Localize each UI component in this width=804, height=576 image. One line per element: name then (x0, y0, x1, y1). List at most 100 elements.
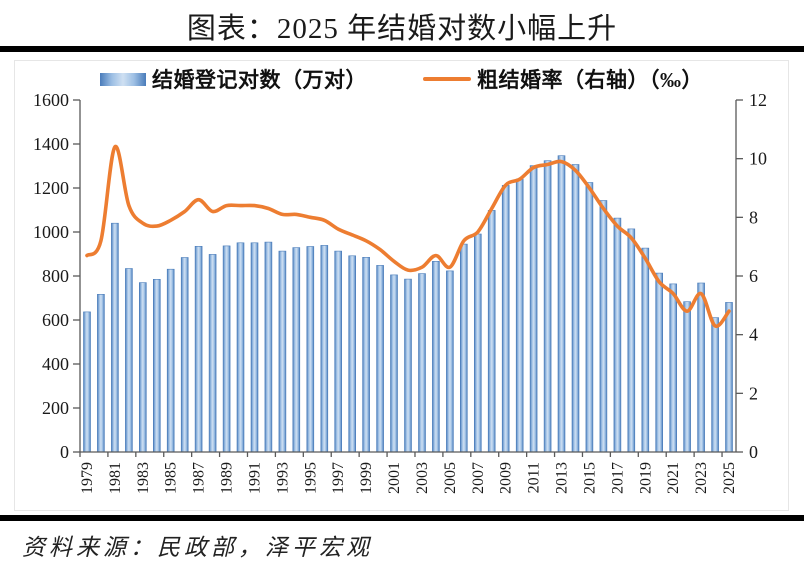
bar-series-swatch (100, 72, 146, 86)
x-tick-1981: 1981 (107, 462, 124, 494)
bar-1993 (278, 250, 287, 453)
bar-2016 (599, 200, 608, 453)
svg-text:0: 0 (749, 442, 758, 462)
svg-text:4: 4 (749, 325, 758, 345)
x-tick-2009: 2009 (498, 462, 515, 494)
bar-series (83, 155, 733, 453)
bar-2005 (446, 270, 454, 453)
x-tick-2013: 2013 (554, 462, 571, 494)
line-series-swatch (423, 77, 471, 81)
bar-2007 (473, 233, 482, 453)
bar-1994 (292, 247, 301, 453)
bar-1997 (334, 250, 343, 453)
svg-text:400: 400 (42, 354, 69, 374)
rate-line (85, 145, 731, 328)
bar-1985 (166, 268, 175, 453)
bar-2001 (390, 274, 398, 453)
bar-1999 (362, 257, 370, 453)
x-tick-2005: 2005 (442, 462, 459, 494)
x-tick-1985: 1985 (163, 462, 180, 494)
svg-text:800: 800 (42, 266, 69, 286)
bar-2014 (571, 164, 580, 453)
bar-1991 (250, 242, 259, 453)
bar-2000 (376, 265, 384, 453)
bar-2002 (404, 278, 412, 453)
x-tick-2003: 2003 (414, 462, 431, 494)
bar-1980 (97, 294, 105, 453)
svg-text:2: 2 (749, 383, 758, 403)
legend-item-line: 粗结婚率（右轴）（‰） (423, 64, 703, 94)
x-tick-1993: 1993 (274, 462, 291, 494)
chart-block: 结婚登记对数（万对） 粗结婚率（右轴）（‰） 0 200 400 600 800 1000… (14, 60, 789, 511)
bar-1983 (139, 282, 147, 453)
bar-1988 (208, 254, 217, 453)
x-tick-1983: 1983 (135, 462, 152, 494)
svg-text:6: 6 (749, 266, 758, 286)
bar-2011 (529, 165, 538, 453)
bar-1987 (194, 246, 203, 453)
bar-series-label: 结婚登记对数（万对） (152, 68, 367, 92)
bar-2009 (501, 185, 510, 453)
bar-1992 (264, 241, 273, 453)
bar-2023 (697, 282, 705, 453)
bar-1986 (180, 257, 189, 453)
bar-2024 (711, 317, 719, 453)
x-tick-2017: 2017 (609, 462, 626, 494)
bar-1995 (306, 246, 315, 453)
bar-2017 (613, 217, 622, 453)
bar-2010 (515, 178, 524, 453)
bar-1984 (153, 279, 161, 453)
svg-text:1000: 1000 (33, 222, 69, 242)
bottom-divider (0, 515, 804, 521)
line-series-label: 粗结婚率（右轴）（‰） (477, 68, 703, 92)
axis-labels: 0 200 400 600 800 1000 1200 1400 1600 0 2 4 6 8 10 12 19… (33, 90, 767, 494)
x-tick-1991: 1991 (247, 462, 264, 494)
bar-2021 (669, 283, 678, 453)
marriage-chart-plot: 0 200 400 600 800 1000 1200 1400 1600 0 2 4 6 8 10 12 19… (33, 90, 767, 494)
bar-1990 (236, 242, 245, 453)
bar-2022 (683, 301, 691, 453)
svg-text:10: 10 (749, 149, 767, 169)
axes (73, 99, 743, 457)
x-tick-1997: 1997 (330, 462, 347, 494)
bar-1989 (222, 245, 231, 453)
bar-1979 (83, 311, 91, 453)
x-tick-1979: 1979 (79, 462, 96, 494)
bar-2004 (432, 261, 440, 453)
x-tick-2007: 2007 (470, 462, 487, 494)
x-tick-1989: 1989 (219, 462, 236, 494)
top-divider (0, 46, 804, 52)
svg-text:600: 600 (42, 310, 69, 330)
x-tick-2015: 2015 (581, 462, 598, 494)
bar-2013 (557, 155, 566, 453)
x-tick-2023: 2023 (693, 462, 710, 494)
chart-legend: 结婚登记对数（万对） 粗结婚率（右轴）（‰） (15, 64, 788, 94)
page-title: 图表：2025 年结婚对数小幅上升 (186, 13, 618, 45)
bar-2006 (459, 243, 468, 453)
svg-text:8: 8 (749, 207, 758, 227)
bar-1982 (125, 268, 133, 453)
bar-2020 (655, 272, 664, 453)
bar-2003 (418, 273, 426, 453)
source-note: 资料来源：民政部，泽平宏观 (22, 535, 373, 560)
bar-2008 (487, 210, 496, 453)
legend-item-bars: 结婚登记对数（万对） (100, 64, 367, 94)
x-tick-2021: 2021 (665, 462, 682, 494)
bar-1981 (111, 222, 119, 453)
x-tick-1995: 1995 (302, 462, 319, 494)
x-tick-1999: 1999 (358, 462, 375, 494)
x-tick-2025: 2025 (721, 462, 738, 494)
svg-text:1200: 1200 (33, 178, 69, 198)
svg-text:1400: 1400 (33, 134, 69, 154)
svg-text:12: 12 (749, 90, 767, 110)
x-tick-2011: 2011 (526, 462, 543, 493)
svg-text:200: 200 (42, 398, 69, 418)
x-tick-2001: 2001 (386, 462, 403, 494)
x-tick-1987: 1987 (191, 462, 208, 494)
bar-2018 (627, 228, 636, 453)
svg-text:0: 0 (60, 442, 69, 462)
bar-2012 (543, 160, 552, 453)
bar-1996 (320, 245, 329, 453)
bar-2015 (585, 182, 594, 453)
svg-text:1600: 1600 (33, 90, 69, 110)
